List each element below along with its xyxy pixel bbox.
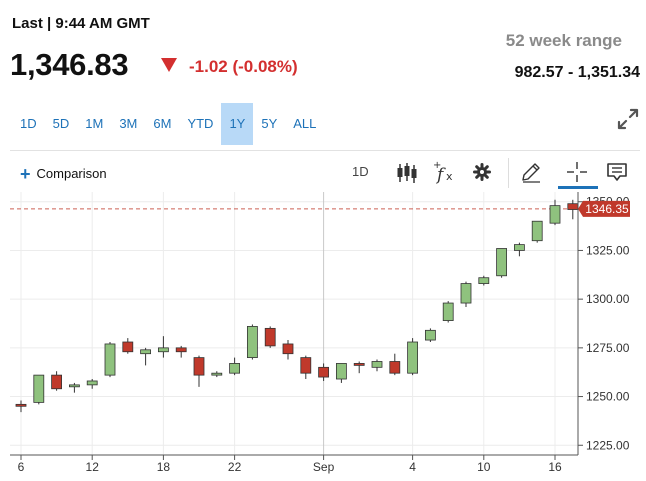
period-selector: 1D 5D 1M 3M 6M YTD 1Y 5Y ALL	[12, 103, 324, 145]
candle-down	[318, 366, 330, 378]
x-tick-label: 18	[157, 460, 171, 474]
expand-icon[interactable]	[617, 108, 639, 130]
period-1y[interactable]: 1Y	[221, 103, 254, 145]
x-tick-label: 22	[228, 460, 242, 474]
candle-up	[478, 277, 490, 284]
candle-up	[157, 347, 169, 353]
candle-up	[69, 384, 80, 388]
x-tick-label: 12	[86, 460, 100, 474]
candle-down	[282, 343, 294, 355]
toolbar-separator	[508, 158, 509, 188]
last-price-tag-bg	[578, 200, 630, 217]
pencil-icon[interactable]	[520, 161, 542, 183]
candle-up	[33, 374, 45, 403]
candle-up	[460, 283, 472, 304]
x-tick-label: 6	[18, 460, 25, 474]
comparison-label: Comparison	[36, 166, 107, 181]
x-tick-label: Sep	[313, 460, 335, 474]
candlestick-chart[interactable]: 1225.001250.001275.001300.001325.001350.…	[0, 192, 646, 481]
period-1d[interactable]: 1D	[20, 116, 37, 131]
x-tick-label: 4	[409, 460, 416, 474]
candlestick-icon[interactable]	[396, 162, 418, 184]
x-tick-label: 16	[548, 460, 562, 474]
period-ytd[interactable]: YTD	[187, 116, 214, 131]
candle-up	[335, 363, 347, 380]
candle-up	[140, 349, 152, 355]
period-all[interactable]: ALL	[293, 116, 317, 131]
range-title: 52 week range	[505, 31, 622, 50]
last-price: 1,346.83	[10, 47, 129, 82]
function-icon[interactable]: + f x	[433, 159, 455, 185]
candle-up	[514, 244, 525, 251]
candle-up	[549, 205, 561, 224]
svg-text:f: f	[435, 165, 446, 185]
candle-up	[531, 220, 543, 242]
candle-down	[193, 357, 205, 376]
candle-down	[51, 374, 62, 390]
candle-down	[15, 403, 27, 407]
y-tick-label: 1325.00	[586, 243, 630, 257]
candle-up	[496, 248, 508, 277]
candle-up	[407, 341, 419, 374]
plus-icon: +	[20, 163, 31, 184]
comment-icon[interactable]	[606, 162, 628, 182]
price-change: -1.02 (-0.08%)	[189, 57, 298, 76]
candle-down	[300, 357, 312, 374]
x-tick-label: 10	[477, 460, 491, 474]
range-value: 982.57 - 1,351.34	[514, 64, 640, 81]
last-trade-label: Last | 9:44 AM GMT	[12, 15, 150, 32]
comparison-button[interactable]: + Comparison	[20, 163, 107, 184]
period-5y[interactable]: 5Y	[261, 116, 278, 131]
y-tick-label: 1225.00	[586, 438, 630, 452]
period-3m[interactable]: 3M	[119, 116, 138, 131]
svg-text:x: x	[446, 170, 453, 183]
candle-up	[371, 361, 383, 368]
y-tick-label: 1275.00	[586, 341, 630, 355]
candle-up	[104, 343, 116, 376]
candle-up	[424, 329, 436, 341]
period-5d[interactable]: 5D	[52, 116, 70, 131]
interval-button[interactable]: 1D	[352, 164, 369, 179]
last-price-tag: 1346.35	[578, 200, 630, 217]
period-6m[interactable]: 6M	[153, 116, 172, 131]
svg-text:+: +	[433, 160, 441, 171]
gear-icon[interactable]	[473, 163, 491, 181]
y-tick-label: 1300.00	[586, 292, 630, 306]
period-1m[interactable]: 1M	[85, 116, 104, 131]
candle-down	[122, 341, 134, 353]
crosshair-icon[interactable]	[566, 161, 588, 183]
candle-down	[353, 363, 365, 366]
y-tick-label: 1250.00	[586, 390, 630, 404]
candle-up	[442, 302, 454, 321]
toolbar-divider	[10, 150, 640, 151]
candle-down	[567, 203, 579, 210]
candle-up	[246, 326, 258, 358]
down-arrow-icon	[161, 58, 177, 72]
candle-down	[389, 361, 401, 374]
candle-up	[86, 380, 98, 386]
candle-up	[211, 372, 223, 376]
candle-down	[175, 347, 187, 353]
active-tool-indicator	[558, 186, 598, 189]
candle-up	[229, 363, 241, 374]
last-price-tag-label: 1346.35	[585, 202, 629, 216]
candle-down	[264, 327, 276, 347]
